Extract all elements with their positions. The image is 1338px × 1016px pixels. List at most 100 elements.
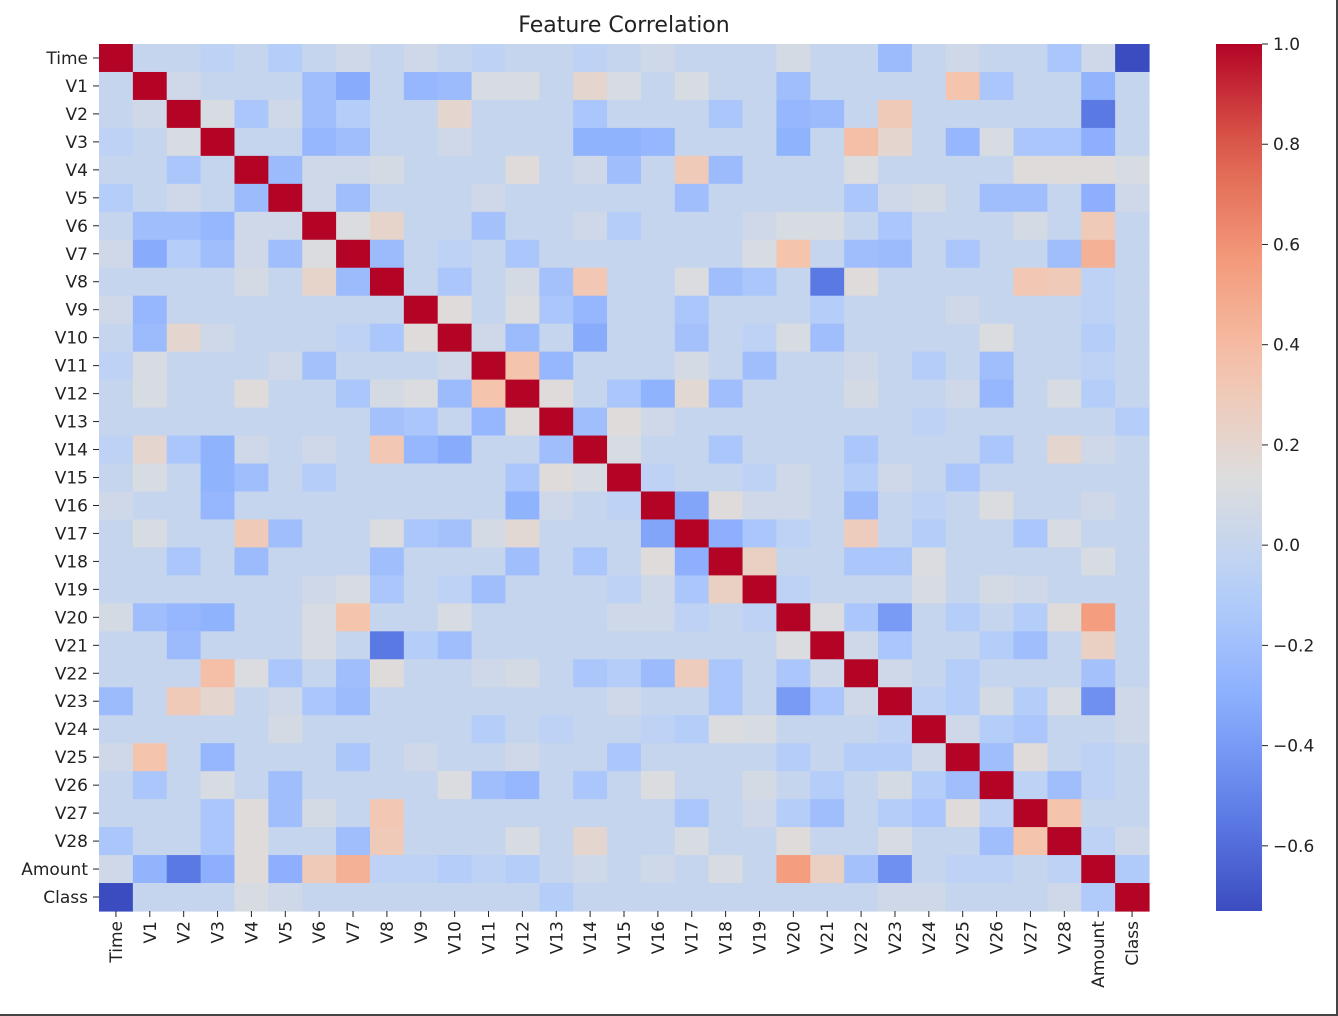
heatmap-cell (607, 687, 642, 716)
heatmap-cell (200, 99, 236, 129)
heatmap-cell (810, 799, 845, 828)
heatmap-cell (1013, 715, 1048, 744)
heatmap-cell (674, 883, 710, 912)
heatmap-cell (640, 295, 676, 325)
heatmap-cell (539, 519, 574, 549)
heatmap-cell (1013, 71, 1048, 101)
heatmap-cell (810, 295, 845, 325)
heatmap-cell (200, 631, 236, 660)
heatmap-cell (945, 379, 981, 409)
heatmap-cell (336, 659, 371, 688)
heatmap-cell (742, 295, 778, 325)
heatmap-cell (437, 183, 473, 213)
heatmap-cell (471, 883, 507, 912)
heatmap-cell (810, 547, 845, 576)
y-tick-label: Time (45, 49, 88, 69)
heatmap-cell (505, 883, 540, 912)
heatmap-cell (607, 183, 642, 213)
heatmap-cell (708, 323, 744, 353)
heatmap-cell (99, 855, 134, 884)
heatmap-cell (945, 211, 981, 241)
heatmap-cell (573, 211, 608, 241)
heatmap-cell (979, 883, 1015, 912)
heatmap-cell (573, 827, 608, 856)
heatmap-cell (505, 855, 540, 884)
heatmap-cell (1013, 379, 1048, 409)
heatmap-cell (132, 183, 168, 213)
heatmap-cell (742, 491, 778, 521)
heatmap-cell (166, 267, 202, 297)
heatmap-cell (471, 407, 507, 437)
heatmap-cell (403, 575, 439, 604)
heatmap-cell (640, 743, 676, 772)
heatmap-cell (1013, 855, 1048, 884)
heatmap-cell (640, 99, 676, 129)
heatmap-cell (471, 323, 507, 353)
heatmap-cell (302, 155, 337, 185)
heatmap-cell (674, 547, 710, 576)
heatmap-cell (945, 687, 981, 716)
colorbar-tick-label: 0.4 (1273, 336, 1300, 356)
heatmap-cell (336, 155, 371, 185)
heatmap-cell (607, 659, 642, 688)
heatmap-cell (945, 827, 981, 856)
heatmap-cell (742, 771, 778, 800)
heatmap-cell (1013, 883, 1048, 912)
heatmap-cell (369, 491, 405, 521)
heatmap-cell (336, 575, 371, 604)
heatmap-cell (471, 715, 507, 744)
heatmap-cell (979, 855, 1015, 884)
heatmap-cell (573, 743, 608, 772)
heatmap-cell (640, 239, 676, 269)
heatmap-cell (640, 155, 676, 185)
heatmap-cell (437, 99, 473, 129)
heatmap-cell (911, 211, 947, 241)
heatmap-cell (471, 99, 507, 129)
heatmap-cell (99, 351, 134, 381)
heatmap-cell (911, 491, 947, 521)
heatmap-cell (200, 211, 236, 241)
heatmap-cell (1081, 379, 1116, 409)
heatmap-cell (776, 155, 811, 185)
heatmap-cell (911, 855, 947, 884)
x-tick-label: V15 (615, 921, 635, 954)
heatmap-cell (776, 715, 811, 744)
heatmap-cell (166, 491, 202, 521)
heatmap-cell (810, 99, 845, 129)
heatmap-cell (810, 239, 845, 269)
heatmap-cell (403, 44, 439, 73)
heatmap-cell (336, 239, 371, 269)
x-tick-label: V5 (276, 921, 296, 943)
heatmap-cell (1013, 799, 1048, 828)
heatmap-cell (674, 631, 710, 660)
heatmap-cell (437, 351, 473, 381)
heatmap-cell (369, 743, 405, 772)
heatmap-cell (573, 715, 608, 744)
y-tick-label: V17 (55, 524, 88, 544)
heatmap-cell (844, 155, 879, 185)
heatmap-cell (844, 687, 879, 716)
heatmap-cell (369, 127, 405, 157)
heatmap-cell (403, 379, 439, 409)
heatmap-cell (945, 771, 981, 800)
heatmap-cell (911, 715, 947, 744)
heatmap-cell (911, 799, 947, 828)
heatmap-cell (437, 519, 473, 549)
heatmap-cell (674, 491, 710, 521)
x-tick-label: Amount (1089, 921, 1109, 988)
heatmap-cell (1047, 267, 1082, 297)
heatmap-cell (844, 211, 879, 241)
heatmap-cell (1047, 491, 1082, 521)
heatmap-cell (234, 659, 269, 688)
y-tick-label: V12 (55, 385, 88, 405)
heatmap-cell (166, 183, 202, 213)
chart-title: Feature Correlation (518, 13, 729, 38)
heatmap-cell (336, 351, 371, 381)
heatmap-cell (776, 127, 811, 157)
heatmap-cell (1013, 211, 1048, 241)
heatmap-cell (674, 155, 710, 185)
heatmap-cell (539, 379, 574, 409)
x-tick-label: V3 (209, 921, 229, 943)
heatmap-cell (302, 435, 337, 465)
heatmap-cell (302, 547, 337, 576)
